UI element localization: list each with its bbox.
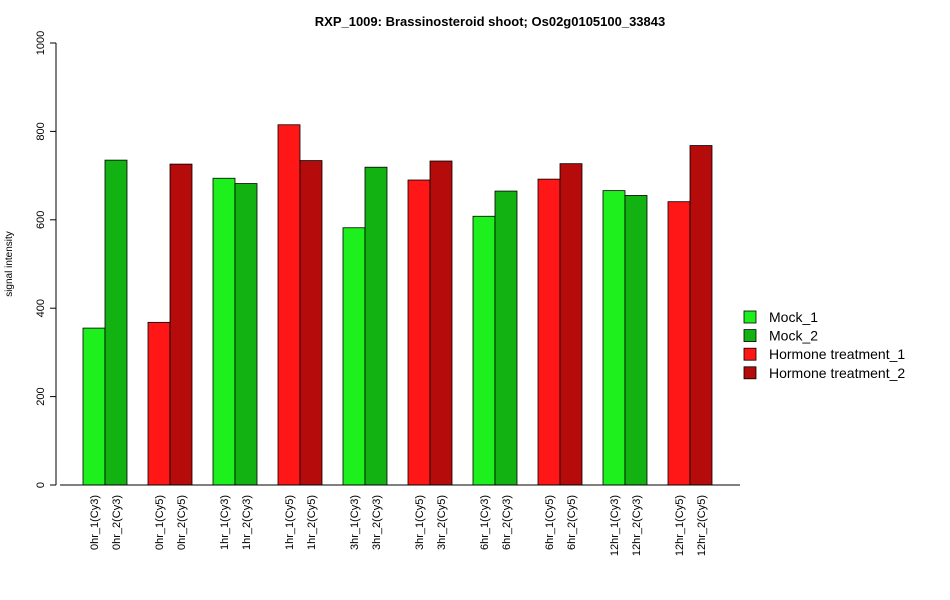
bar (494, 190, 518, 486)
bar (407, 179, 431, 486)
x-tick-label: 12hr_2(Cy5) (696, 495, 708, 556)
legend-swatch (743, 310, 757, 324)
bar (82, 327, 106, 486)
bar (169, 163, 193, 486)
x-tick-label: 6hr_2(Cy3) (501, 495, 513, 550)
bar (537, 178, 561, 486)
legend-swatch (743, 347, 757, 361)
bar (299, 160, 323, 486)
bar (104, 159, 128, 486)
chart-title: RXP_1009: Brassinosteroid shoot; Os02g01… (315, 14, 665, 29)
x-tick-label: 1hr_1(Cy5) (284, 495, 296, 550)
x-tick-label: 1hr_2(Cy3) (241, 495, 253, 550)
bar (667, 201, 691, 486)
bar (429, 160, 453, 486)
bar (364, 166, 388, 486)
legend-swatch (743, 366, 757, 380)
x-tick-label: 0hr_1(Cy5) (154, 495, 166, 550)
bar (559, 163, 583, 486)
bar (212, 177, 236, 486)
bar (602, 190, 626, 486)
bar (277, 124, 301, 486)
y-tick-label: 200 (35, 387, 47, 405)
legend-label: Mock_1 (769, 309, 818, 325)
x-tick-label: 6hr_2(Cy5) (566, 495, 578, 550)
legend-label: Hormone treatment_2 (769, 365, 905, 381)
bar (342, 227, 366, 486)
x-tick-label: 3hr_2(Cy5) (436, 495, 448, 550)
y-tick-label: 0 (35, 482, 47, 488)
bar (147, 321, 171, 486)
x-tick-label: 1hr_1(Cy3) (219, 495, 231, 550)
legend-label: Mock_2 (769, 328, 818, 344)
x-tick-label: 12hr_1(Cy3) (609, 495, 621, 556)
y-tick-label: 600 (35, 211, 47, 229)
legend-label: Hormone treatment_1 (769, 346, 905, 362)
x-tick-label: 3hr_2(Cy3) (371, 495, 383, 550)
x-tick-label: 3hr_1(Cy5) (414, 495, 426, 550)
x-axis: 0hr_1(Cy3) 0hr_2(Cy3) 0hr_1(Cy5) 0hr_2(Cy5)… (60, 484, 740, 556)
y-tick-label: 1000 (35, 31, 47, 55)
bar (689, 145, 713, 486)
legend-swatch (743, 329, 757, 343)
y-tick-label: 800 (35, 122, 47, 140)
legend: Mock_1 Mock_2 Hormone treatment_1 Hormone t… (743, 309, 905, 381)
x-tick-label: 12hr_1(Cy5) (674, 495, 686, 556)
x-tick-label: 3hr_1(Cy3) (349, 495, 361, 550)
x-tick-label: 0hr_1(Cy3) (89, 495, 101, 550)
bar (472, 215, 496, 486)
x-tick-label: 12hr_2(Cy3) (631, 495, 643, 556)
x-tick-label: 0hr_2(Cy5) (176, 495, 188, 550)
x-tick-label: 1hr_2(Cy5) (306, 495, 318, 550)
y-tick-label: 400 (35, 299, 47, 317)
y-axis: 0 200 400 600 800 1000 (35, 31, 57, 488)
bar (624, 195, 648, 486)
x-tick-label: 6hr_1(Cy3) (479, 495, 491, 550)
x-tick-label: 6hr_1(Cy5) (544, 495, 556, 550)
bar (234, 183, 258, 486)
y-axis-label: signal intensity (4, 231, 15, 297)
bars-group (82, 124, 713, 486)
x-tick-label: 0hr_2(Cy3) (111, 495, 123, 550)
